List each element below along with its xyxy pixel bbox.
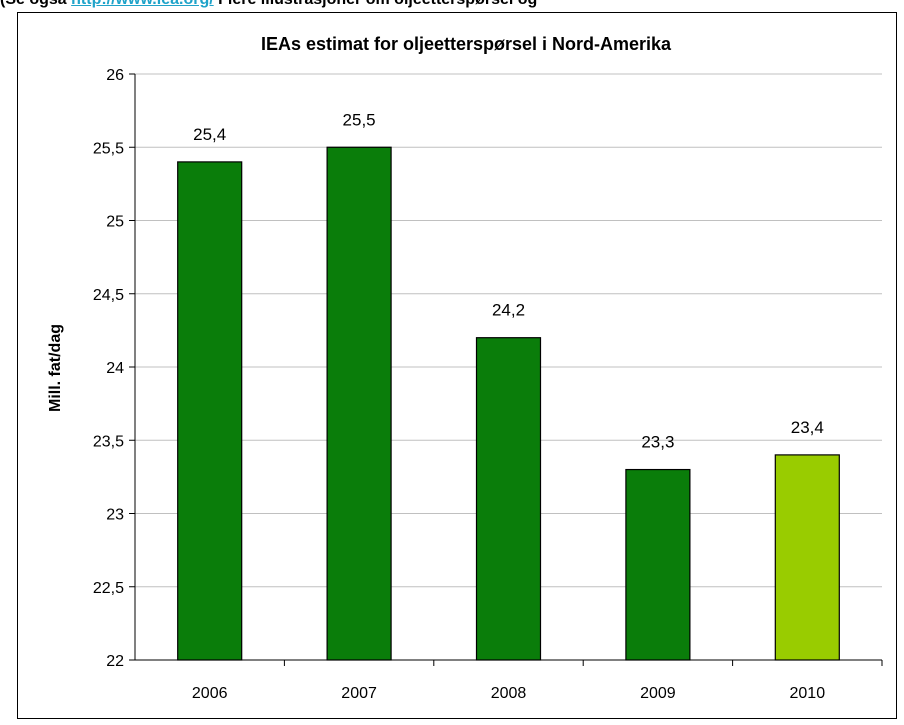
axes [129, 73, 883, 666]
x-tick-label-2010: 2010 [790, 685, 826, 702]
bar-2008 [475, 337, 542, 661]
x-tick-label-2009: 2009 [640, 685, 676, 702]
y-tick-label: 24 [106, 360, 124, 377]
y-tick-label: 25,5 [93, 140, 124, 157]
x-tick-label-2007: 2007 [341, 685, 377, 702]
gridlines [135, 73, 882, 588]
top-note-prefix: (Se også [0, 0, 67, 8]
x-tick-label-2006: 2006 [192, 685, 228, 702]
data-label-2007: 25,5 [343, 110, 376, 129]
x-tick-label-2008: 2008 [491, 685, 527, 702]
top-note-text: (Se også http://www.iea.org/ Flere illus… [0, 0, 904, 11]
data-label-2010: 23,4 [791, 418, 824, 437]
bar-2007 [326, 146, 392, 661]
y-axis-label: Mill. fat/dag [47, 324, 64, 412]
chart-title: IEAs estimat for oljeetterspørsel i Nord… [261, 34, 672, 54]
x-tick-labels: 2006 2007 2008 2009 2010 [192, 685, 825, 702]
data-labels: 25,4 25,5 24,2 23,3 23,4 [193, 110, 824, 451]
data-label-2008: 24,2 [492, 301, 525, 320]
chart-frame [17, 12, 897, 719]
y-tick-label: 26 [106, 67, 124, 84]
y-tick-labels: 22 22,5 23 23,5 24 24,5 25 25,5 26 [93, 67, 124, 670]
y-tick-label: 23 [106, 507, 124, 524]
data-label-2006: 25,4 [193, 125, 226, 144]
bar-2006 [177, 161, 243, 661]
top-note-suffix: Flere illustrasjoner om oljeetterspørsel… [218, 0, 537, 8]
y-tick-label: 22,5 [93, 580, 124, 597]
y-tick-label: 22 [106, 653, 124, 670]
y-tick-label: 24,5 [93, 287, 124, 304]
bar-2009 [625, 468, 691, 661]
y-tick-label: 25 [106, 214, 124, 231]
bars [177, 146, 840, 661]
data-label-2009: 23,3 [641, 433, 674, 452]
bar-2010 [774, 454, 840, 661]
y-tick-label: 23,5 [93, 433, 124, 450]
top-note-link[interactable]: http://www.iea.org/ [71, 0, 214, 8]
